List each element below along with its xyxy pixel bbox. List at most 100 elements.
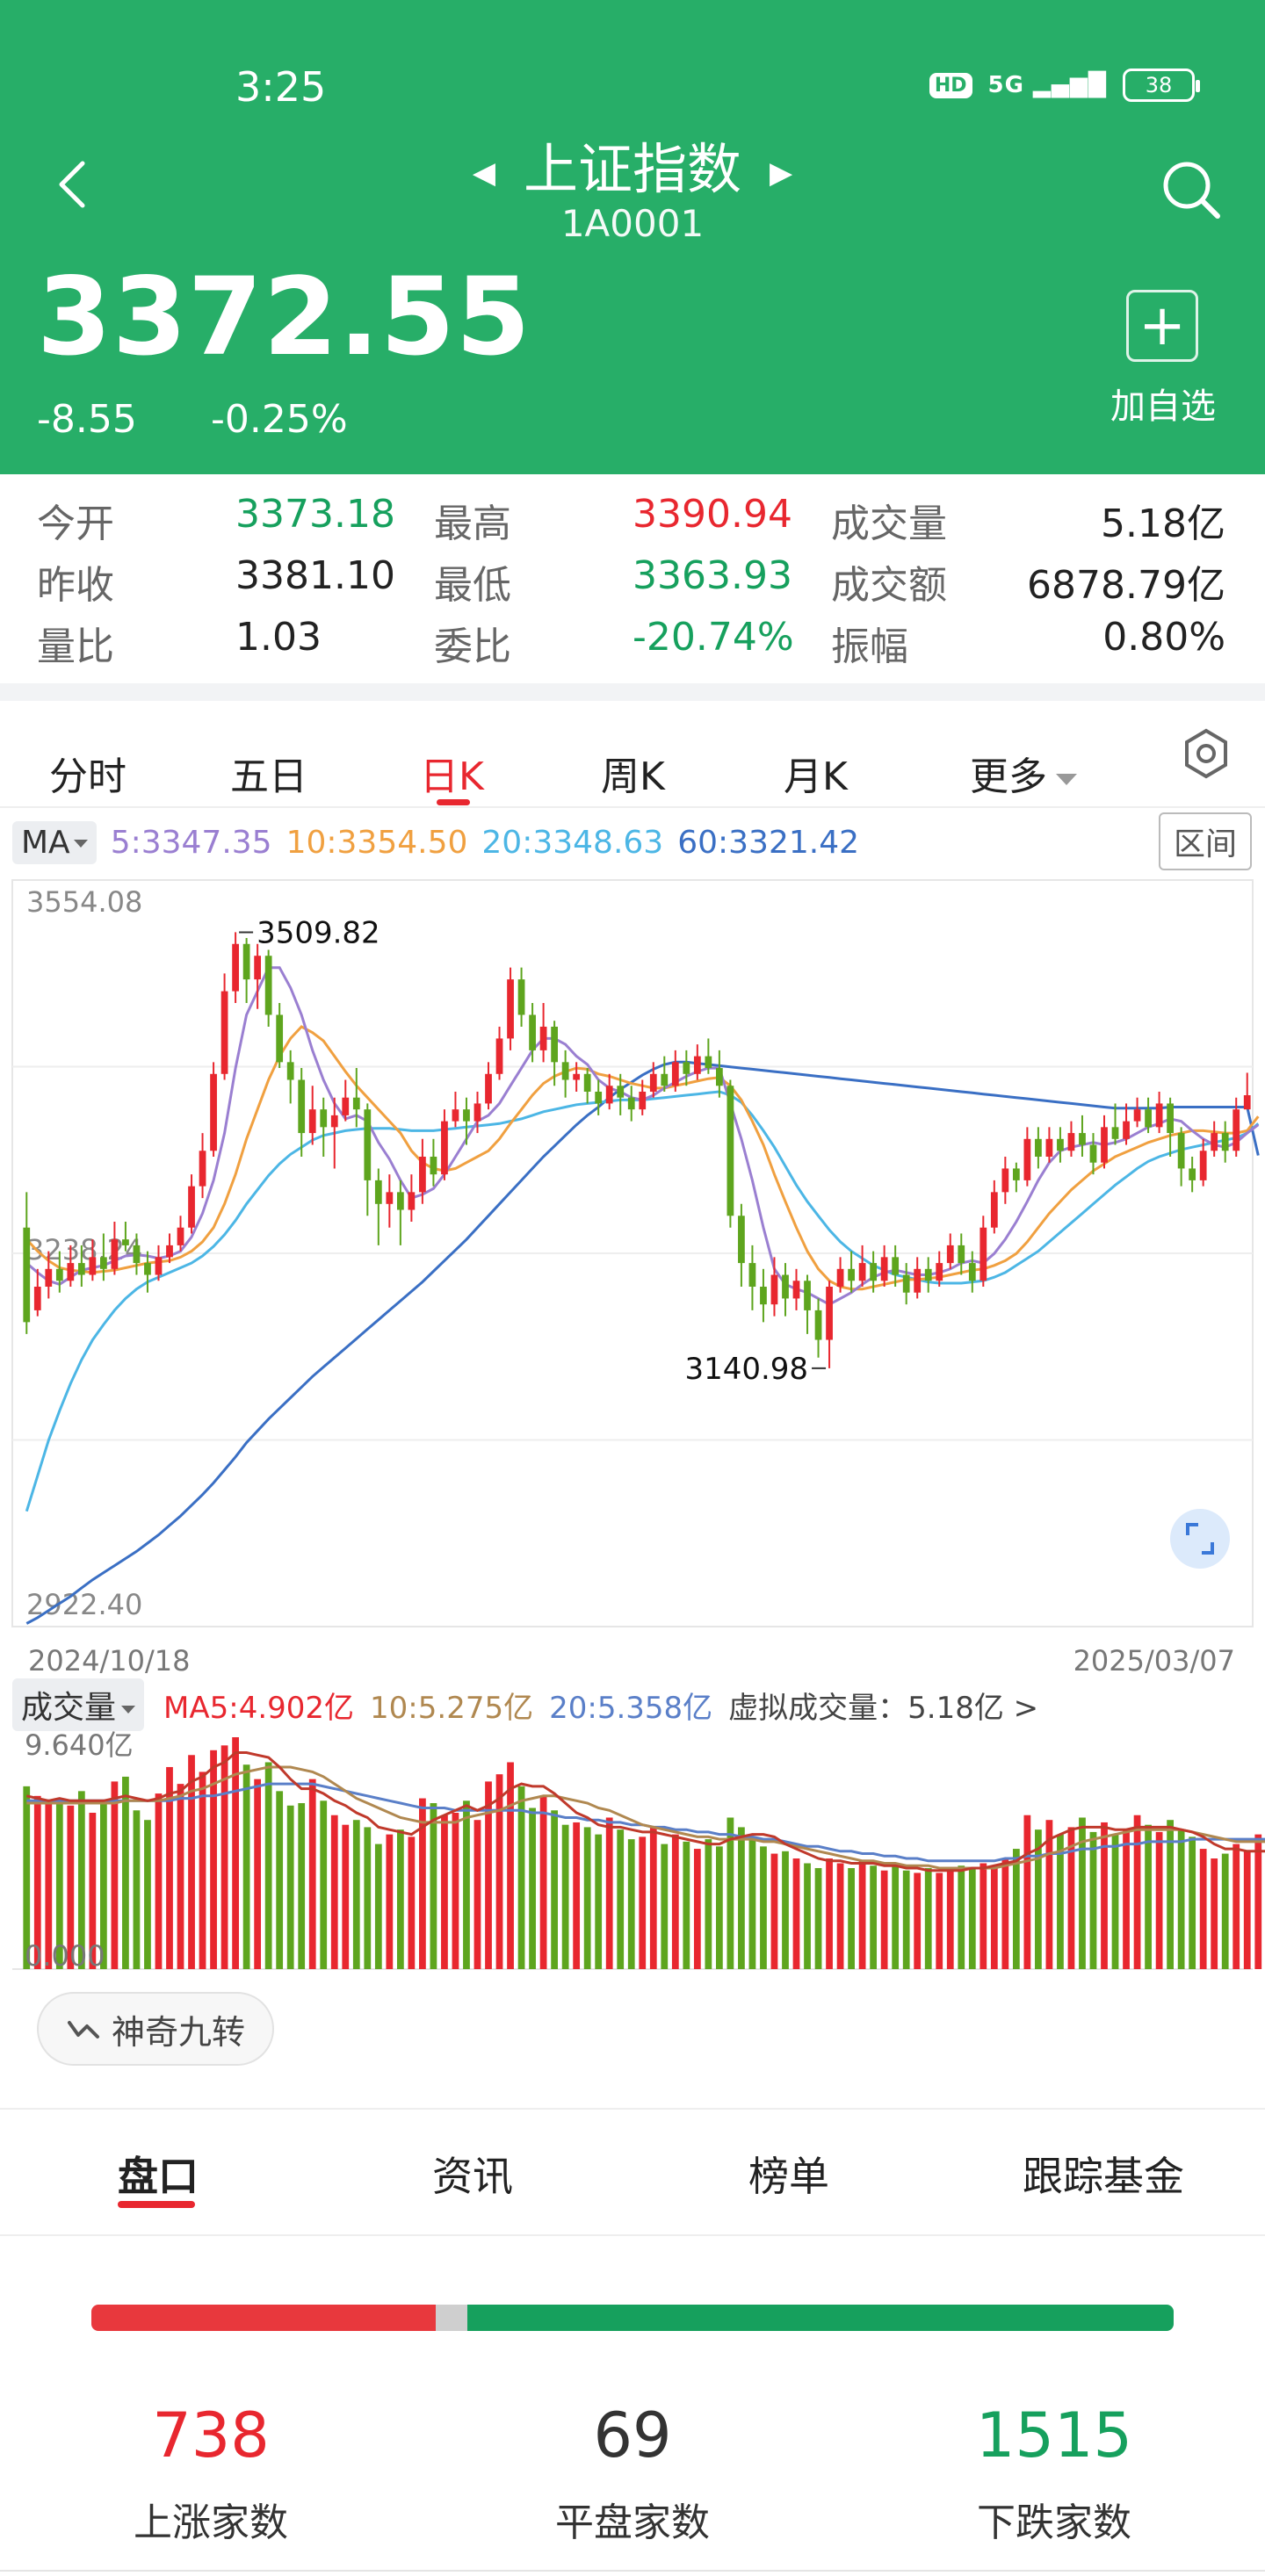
candle [627,1097,635,1110]
volume-bar [199,1771,206,1969]
price-change: -8.55 [37,397,137,442]
volume-bar [1155,1831,1163,1969]
volume-bar [595,1834,603,1969]
candle [1001,1168,1009,1193]
quote-label: 成交额 [831,563,947,608]
candle [836,1268,844,1288]
volume-bar [583,1827,591,1969]
candle [177,1227,184,1245]
x-axis-label: 2025/03/07 [1073,1644,1235,1678]
volume-bar [1089,1831,1097,1969]
tab-weekly-k[interactable]: 周K [601,754,665,799]
tab-five-day[interactable]: 五日 [230,754,307,799]
kline-chart[interactable]: 3554.08 3238.24 2922.40 2024/10/18 2025/03/0… [0,0,1265,1985]
quote-value: 3373.18 [235,492,395,537]
candle [617,1086,625,1098]
next-stock-icon[interactable]: ▶ [770,155,793,191]
candle [386,1192,394,1204]
volume-selector-button[interactable]: 成交量 [12,1678,145,1731]
volume-bar [1035,1829,1042,1969]
volume-bar [1221,1853,1229,1969]
volume-bar [408,1836,416,1969]
volume-bar [848,1867,855,1969]
volume-bar [782,1851,789,1969]
volume-bar [452,1812,459,1969]
candle [792,1281,800,1299]
search-icon[interactable] [1158,156,1225,223]
candle [320,1109,328,1128]
prev-stock-icon[interactable]: ◀ [472,155,495,191]
volume-bar [770,1853,778,1969]
candle [979,1227,987,1281]
volume-bar [946,1870,954,1969]
volume-bar [892,1865,900,1969]
tab-handicap[interactable]: 盘口 [118,2153,199,2200]
candle [639,1091,647,1110]
tab-more[interactable]: 更多 [970,745,1077,801]
volume-bar [858,1860,866,1969]
candle [1101,1127,1108,1163]
volume-bar [77,1791,85,1969]
quote-value: 3363.93 [632,553,792,598]
ma-selector-button[interactable]: MA [12,820,97,864]
volume-bar [990,1865,998,1969]
tab-rankings[interactable]: 榜单 [748,2153,829,2200]
candle [408,1192,416,1210]
tab-daily-k[interactable]: 日K [420,754,484,799]
fullscreen-icon[interactable] [1170,1509,1230,1569]
signal-icon: 5G ▂▄▆█ [987,72,1107,98]
volume-bar [914,1872,922,1969]
tab-tracking-funds[interactable]: 跟踪基金 [1023,2153,1184,2200]
candle [671,1062,679,1086]
candle [463,1109,470,1122]
volume-bar [539,1795,547,1969]
tab-intraday[interactable]: 分时 [49,754,126,799]
add-watchlist-button[interactable]: + [1126,290,1198,362]
volume-bar [551,1810,558,1969]
volume-bar [144,1820,151,1969]
volume-bar [463,1800,470,1969]
volume-bar [298,1803,306,1969]
quote-label: 振幅 [831,624,908,669]
quote-row: 昨收 3381.10 最低 3363.93 成交额 6878.79亿 [0,553,1265,608]
candle [1023,1138,1031,1180]
candle [573,1073,581,1080]
volume-legend: 成交量 MA5:4.902亿 10:5.275亿 20:5.358亿 虚拟成交量：5.… [12,1678,1054,1731]
volume-bar [968,1867,976,1969]
range-button[interactable]: 区间 [1159,812,1252,870]
volume-bar [880,1870,888,1969]
volume-bar [495,1774,503,1969]
volume-bar [605,1817,613,1969]
magic-nine-button[interactable]: 神奇九转 [37,1992,274,2066]
ma-legend-item: 20:3348.63 [481,824,664,861]
candle [1067,1133,1075,1151]
virtual-volume-link[interactable]: 虚拟成交量：5.18亿 > [728,1690,1039,1726]
volume-bar [276,1791,284,1969]
chevron-down-icon [73,840,88,848]
add-watchlist-label[interactable]: 加自选 [1110,386,1216,427]
tab-news[interactable]: 资讯 [432,2153,513,2200]
high-annotation: 3509.82 [257,916,380,951]
candle [661,1073,669,1086]
candle [870,1263,878,1281]
candle [748,1263,756,1288]
back-icon[interactable] [53,158,91,211]
volume-bar [308,1779,316,1969]
volume-bar [1057,1834,1064,1969]
candle [396,1192,404,1210]
volume-bar [639,1836,647,1969]
candle [1089,1144,1097,1163]
tab-monthly-k[interactable]: 月K [784,754,848,799]
active-tab-indicator [437,799,470,805]
quote-label: 最低 [434,563,511,608]
volume-bar [1177,1829,1185,1969]
flat-count-label: 平盘家数 [555,2500,710,2545]
candle [485,1073,492,1104]
volume-ma-item: 20:5.358亿 [549,1690,713,1726]
status-icons: HD 5G ▂▄▆█ 38 [929,69,1200,102]
breadth-segment-down [467,2305,1174,2331]
volume-bar [1254,1834,1262,1969]
settings-icon[interactable] [1182,727,1231,780]
volume-bar [33,1795,41,1969]
title-row: ◀ 上证指数 ▶ [0,125,1265,204]
